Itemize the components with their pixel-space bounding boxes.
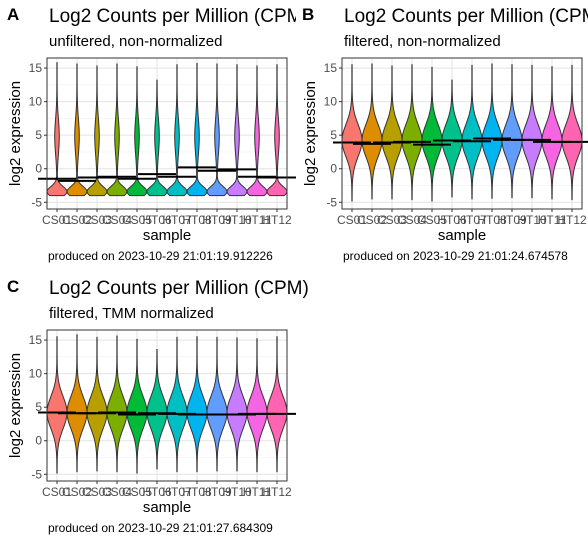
title-group: Log2 Counts per Million (CPM)	[344, 6, 588, 27]
x-axis-title: sample	[143, 499, 191, 516]
y-tick-label: 10	[324, 95, 338, 109]
chart-title: Log2 Counts per Million (CPM)	[49, 278, 309, 299]
y-tick-label: -5	[31, 467, 42, 481]
y-tick-label: 15	[29, 333, 43, 347]
panel-letter: B	[302, 5, 314, 24]
y-axis-title: log2 expression	[7, 81, 24, 186]
chart-title: Log2 Counts per Million (CPM)	[344, 6, 588, 27]
title-group: Log2 Counts per Million (CPM)	[49, 278, 309, 299]
panel-letter: A	[7, 5, 19, 24]
panel-c: C Log2 Counts per Million (CPM) filtered, …	[7, 277, 309, 535]
y-tick-label: 5	[330, 128, 337, 142]
chart-subtitle: filtered, non-normalized	[344, 33, 501, 50]
x-tick-label: HT12	[262, 213, 292, 227]
panel-letter: C	[7, 277, 19, 296]
caption: produced on 2023-10-29 21:01:27.684309	[48, 521, 273, 535]
chart-subtitle: unfiltered, non-normalized	[49, 33, 222, 50]
title-group: Log2 Counts per Million (CPM)	[49, 6, 309, 27]
y-axis-title: log2 expression	[302, 81, 319, 186]
panel-b: B Log2 Counts per Million (CPM) filtered, …	[302, 5, 588, 263]
y-tick-label: 0	[35, 434, 42, 448]
panel-a: A Log2 Counts per Million (CPM) unfiltered…	[7, 5, 309, 263]
y-tick-label: 15	[324, 61, 338, 75]
y-tick-label: -5	[326, 195, 337, 209]
x-axis-title: sample	[438, 227, 486, 244]
chart-subtitle: filtered, TMM normalized	[49, 305, 214, 322]
y-tick-label: 10	[29, 367, 43, 381]
y-tick-label: 0	[330, 162, 337, 176]
y-axis-title: log2 expression	[7, 353, 24, 458]
x-tick-label: HT12	[262, 485, 292, 499]
y-tick-label: -5	[31, 195, 42, 209]
caption: produced on 2023-10-29 21:01:24.674578	[343, 249, 568, 263]
x-axis-title: sample	[143, 227, 191, 244]
y-tick-label: 5	[35, 128, 42, 142]
y-tick-label: 15	[29, 61, 43, 75]
chart-title: Log2 Counts per Million (CPM)	[49, 6, 309, 27]
caption: produced on 2023-10-29 21:01:19.912226	[48, 249, 273, 263]
y-tick-label: 0	[35, 162, 42, 176]
y-tick-label: 10	[29, 95, 43, 109]
x-tick-label: HT12	[557, 213, 587, 227]
y-tick-label: 5	[35, 400, 42, 414]
